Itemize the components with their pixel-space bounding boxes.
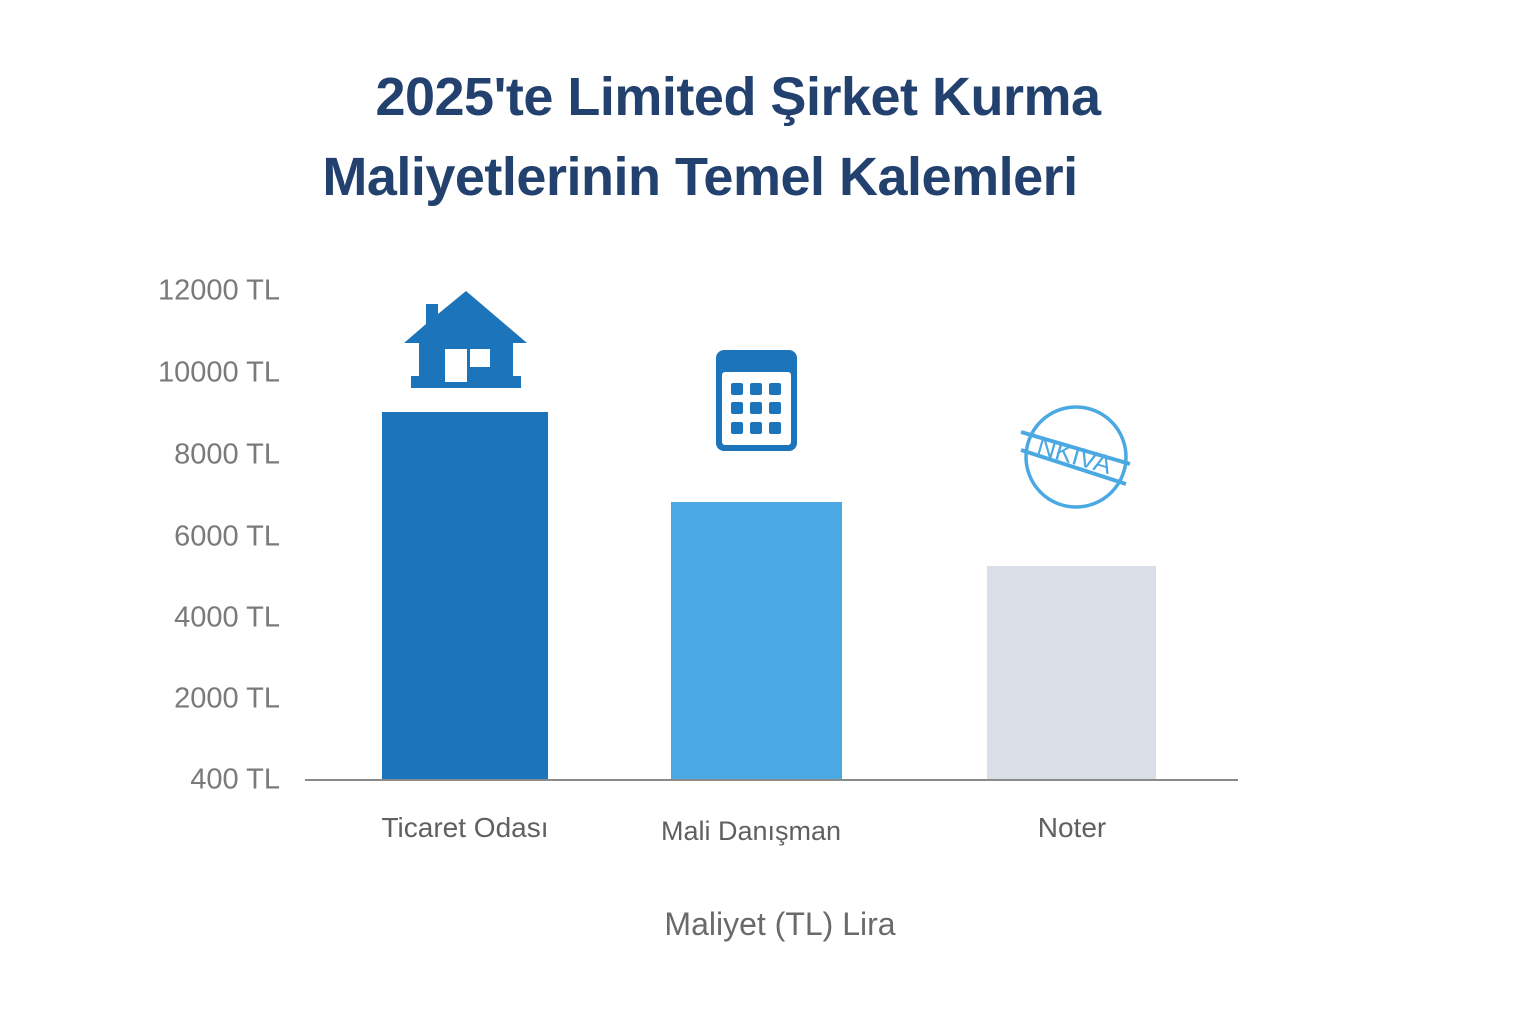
bar-noter [987, 566, 1156, 780]
bar-mali-danisman [671, 502, 842, 780]
calculator-icon [716, 350, 797, 451]
x-tick-label: Noter [1037, 812, 1107, 843]
x-axis-title: Maliyet (TL) Lira [664, 906, 896, 942]
chart-title-line2: Maliyetlerinin Temel Kalemleri [322, 147, 1078, 207]
x-tick-label: Ticaret Odası [381, 812, 549, 843]
house-icon [404, 291, 527, 388]
chart-title-line1: 2025'te Limited Şirket Kurma [375, 67, 1101, 127]
svg-text:NKIVA: NKIVA [1034, 430, 1116, 480]
x-axis-line [305, 779, 1238, 781]
bar-ticaret-odasi [382, 412, 548, 780]
stamp-icon: NKIVA [1020, 405, 1131, 509]
y-tick-label: 10000 TL [157, 356, 280, 389]
y-tick-label: 12000 TL [157, 274, 280, 307]
x-tick-label: Mali Danışman [660, 816, 842, 846]
y-tick-label: 8000 TL [174, 438, 280, 471]
y-tick-label: 2000 TL [174, 682, 280, 715]
y-tick-label: 400 TL [190, 763, 280, 796]
y-tick-label: 6000 TL [174, 520, 280, 553]
y-tick-label: 4000 TL [174, 601, 280, 634]
